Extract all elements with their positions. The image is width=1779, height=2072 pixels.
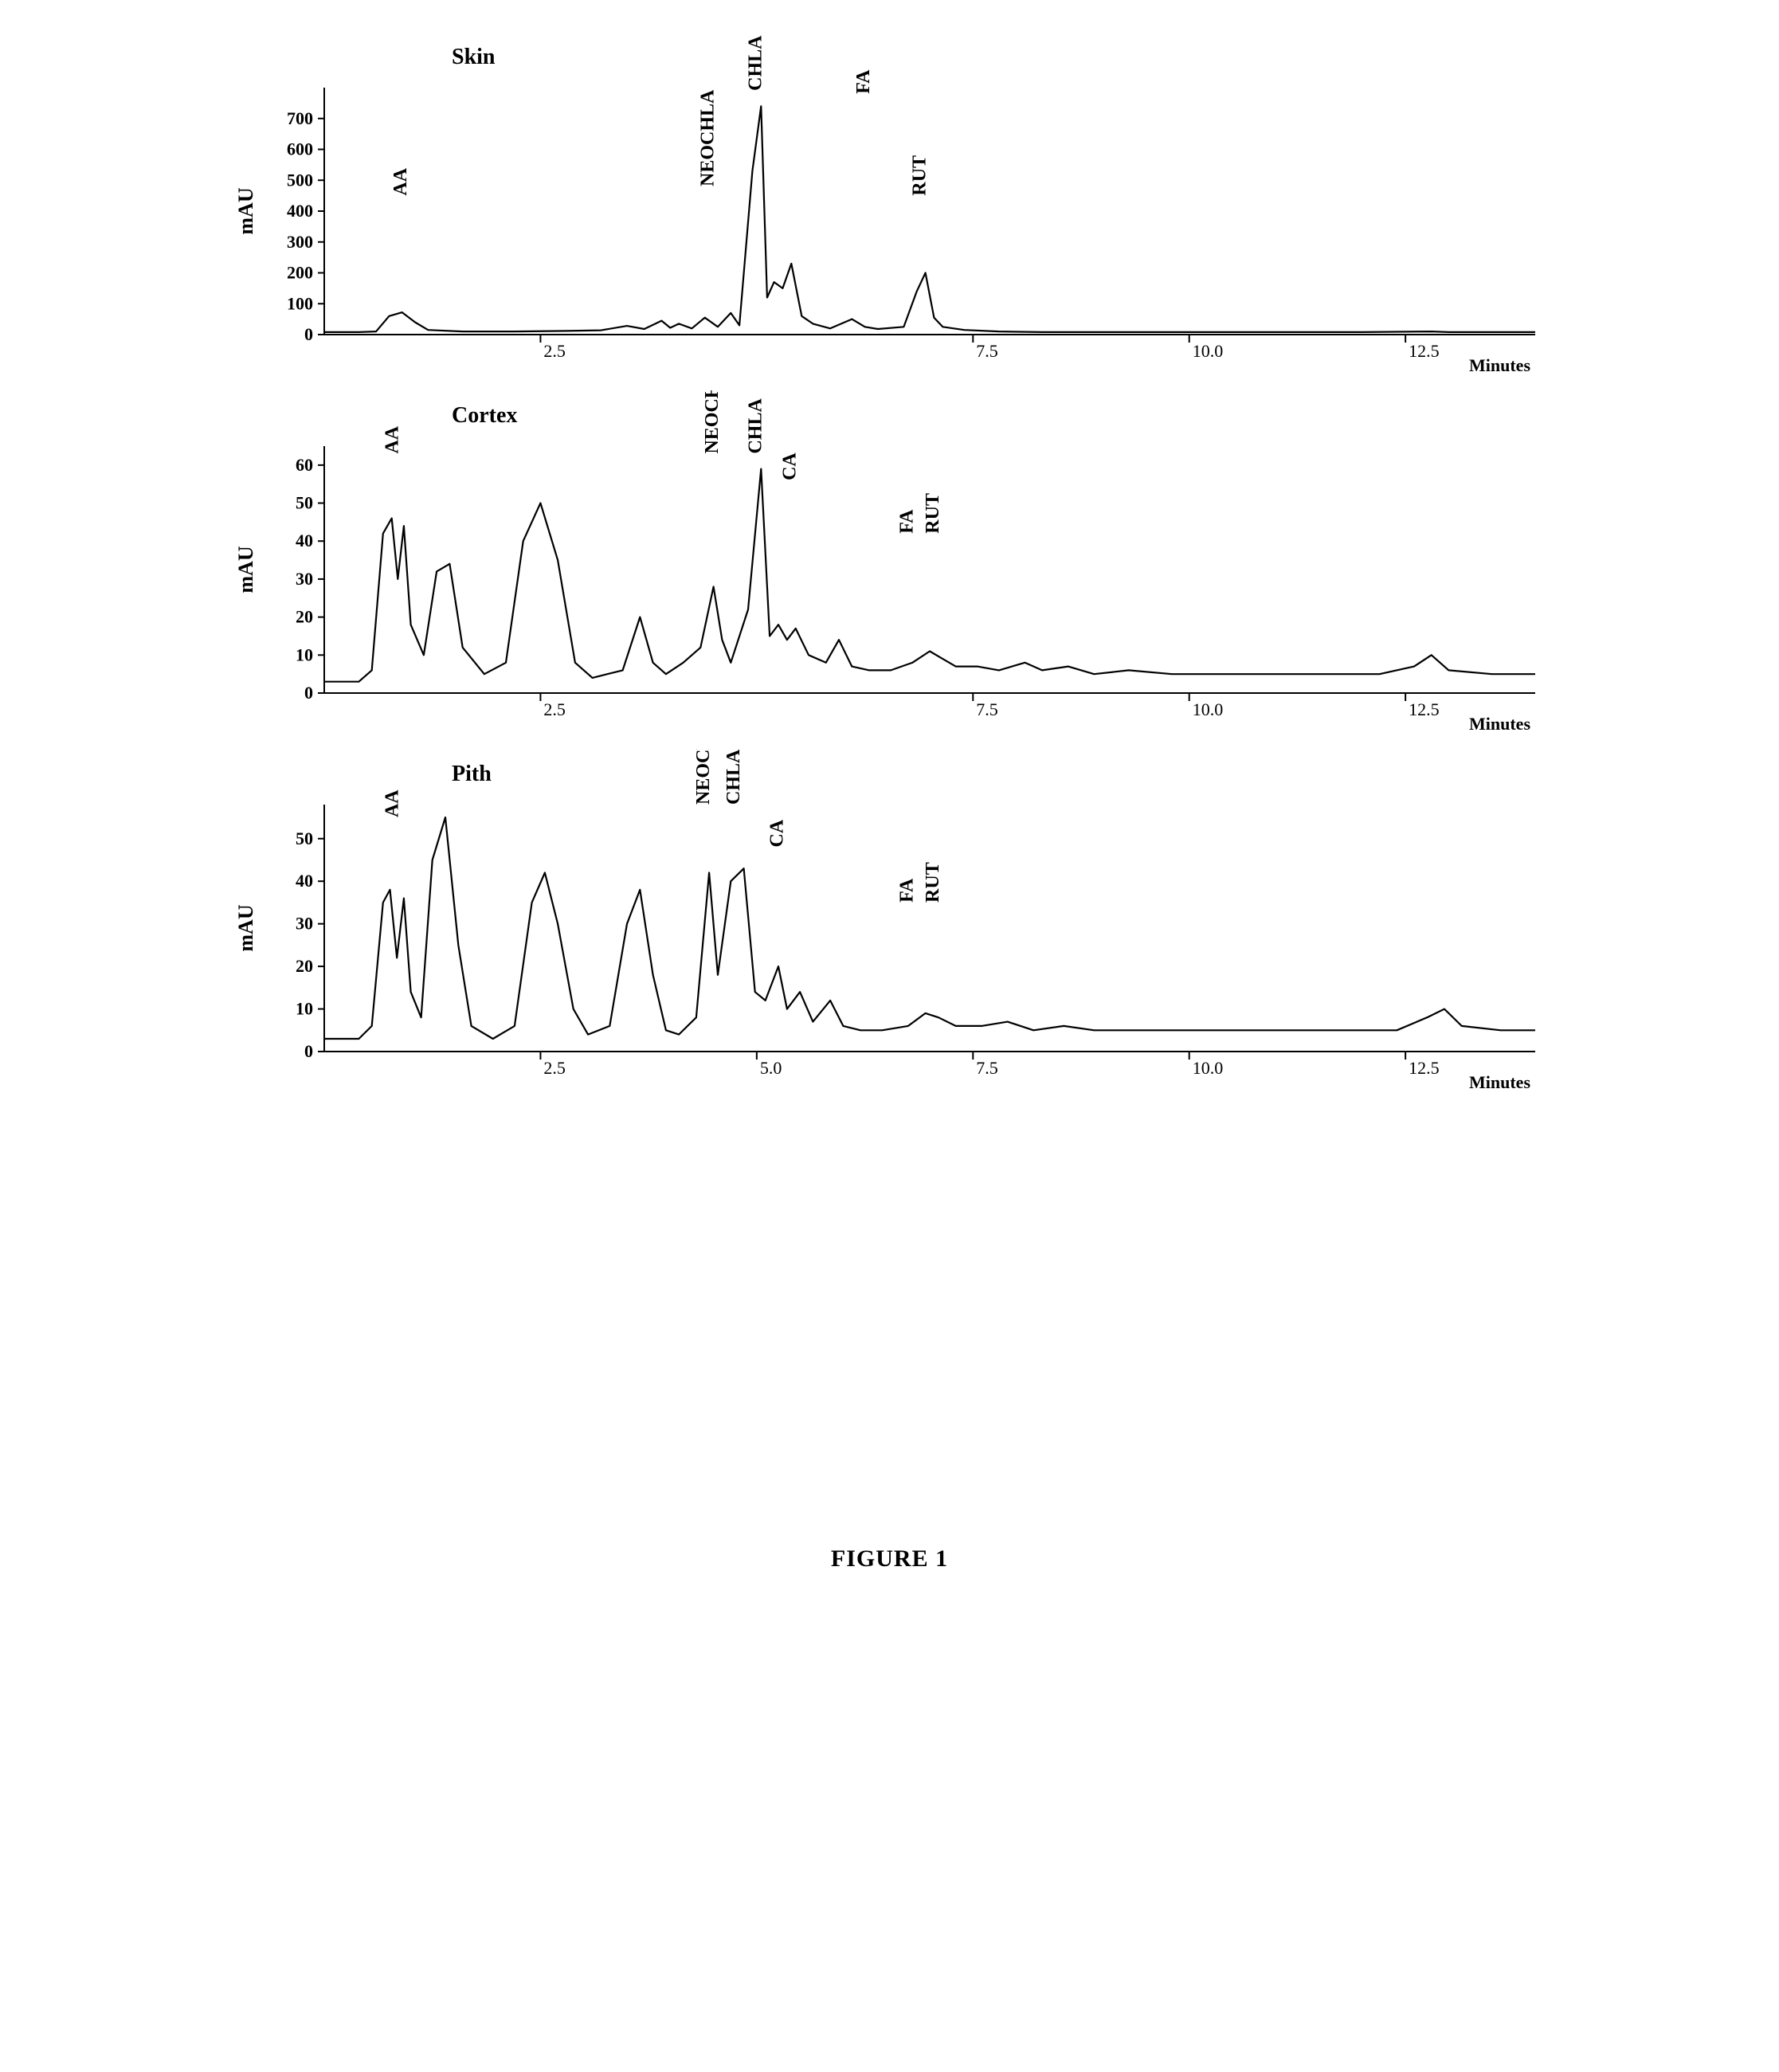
figure-caption: FIGURE 1 — [213, 1545, 1567, 1573]
peak-label: NEOCHLA — [693, 749, 714, 805]
peak-label: RUT — [922, 862, 942, 903]
y-tick-label: 30 — [296, 914, 313, 934]
panel-title: Cortex — [452, 403, 517, 428]
y-tick-label: 30 — [296, 569, 313, 589]
x-tick-label: 7.5 — [976, 341, 998, 361]
figure-container: 01002003004005006007002.57.510.012.5mAUM… — [213, 32, 1567, 1573]
peak-label: AA — [382, 425, 402, 453]
x-tick-label: 5.0 — [759, 1058, 782, 1078]
y-axis-label: mAU — [234, 187, 257, 234]
peak-label: CA — [779, 452, 800, 480]
y-tick-label: 700 — [287, 108, 313, 128]
panel-title: Pith — [452, 762, 492, 786]
x-tick-label: 2.5 — [543, 1058, 566, 1078]
y-tick-label: 500 — [287, 170, 313, 190]
y-tick-label: 400 — [287, 201, 313, 221]
chromatogram-trace — [324, 817, 1535, 1039]
y-tick-label: 20 — [296, 956, 313, 976]
chromatogram-trace — [324, 106, 1535, 332]
x-tick-label: 2.5 — [543, 341, 566, 361]
peak-label: FA — [896, 509, 917, 534]
y-tick-label: 40 — [296, 531, 313, 550]
peak-label: CHLA — [745, 35, 766, 91]
peak-label: NEOCHLA — [697, 89, 718, 186]
chromatogram-panel: 0 100 200 300 400 500 600 700 2.5 7.5 10.0 12.5 mAU M… — [213, 32, 1567, 382]
axis-frame — [324, 446, 1535, 693]
x-axis-label: Minutes — [1469, 355, 1530, 375]
x-tick-label: 7.5 — [976, 1058, 998, 1078]
y-tick-label: 40 — [296, 871, 313, 891]
peak-label: FA — [853, 69, 874, 94]
y-tick-label: 10 — [296, 999, 313, 1019]
y-tick-label: 0 — [304, 1041, 313, 1061]
panel-title: Skin — [452, 45, 496, 69]
peak-label: CA — [766, 819, 787, 847]
y-tick-label: 0 — [304, 683, 313, 703]
y-tick-label: 60 — [296, 455, 313, 475]
x-tick-label: 7.5 — [976, 699, 998, 719]
x-tick-label: 12.5 — [1409, 341, 1440, 361]
y-tick-label: 20 — [296, 607, 313, 627]
chromatogram-svg: 0 10 20 30 40 50 2.5 5.0 7.5 10.0 12.5 mAU Minutes Pi… — [213, 749, 1567, 1099]
peak-label: NEOCHLA — [702, 390, 723, 454]
chromatogram-panel: 0 10 20 30 40 50 60 2.5 7.5 10.0 12.5 mAU Minutes Cor… — [213, 390, 1567, 741]
chromatogram-svg: 0 10 20 30 40 50 60 2.5 7.5 10.0 12.5 mAU Minutes Cor… — [213, 390, 1567, 741]
chromatogram-panels: 01002003004005006007002.57.510.012.5mAUM… — [213, 32, 1567, 1099]
y-tick-label: 50 — [296, 493, 313, 513]
x-tick-label: 12.5 — [1409, 699, 1440, 719]
x-tick-label: 10.0 — [1192, 699, 1223, 719]
y-axis-label: mAU — [234, 904, 257, 951]
peak-label: CHLA — [745, 398, 766, 454]
peak-label: AA — [390, 167, 411, 195]
x-axis-label: Minutes — [1469, 1072, 1530, 1092]
peak-label: RUT — [922, 493, 942, 534]
peak-label: RUT — [909, 155, 930, 196]
y-tick-label: 200 — [287, 263, 313, 283]
y-tick-label: 300 — [287, 232, 313, 252]
x-tick-label: 2.5 — [543, 699, 566, 719]
chromatogram-panel: 0 10 20 30 40 50 2.5 5.0 7.5 10.0 12.5 mAU Minutes Pi… — [213, 749, 1567, 1099]
y-axis-label: mAU — [234, 546, 257, 593]
x-tick-label: 12.5 — [1409, 1058, 1440, 1078]
y-tick-label: 50 — [296, 828, 313, 848]
x-axis-label: Minutes — [1469, 714, 1530, 734]
peak-label: FA — [896, 878, 917, 903]
y-tick-label: 10 — [296, 644, 313, 664]
y-tick-label: 100 — [287, 293, 313, 313]
y-tick-label: 600 — [287, 139, 313, 159]
chromatogram-svg: 0 100 200 300 400 500 600 700 2.5 7.5 10.0 12.5 mAU M… — [213, 32, 1567, 382]
x-tick-label: 10.0 — [1192, 341, 1223, 361]
peak-label: AA — [382, 789, 402, 817]
peak-label: CHLA — [723, 749, 744, 805]
x-tick-label: 10.0 — [1192, 1058, 1223, 1078]
y-tick-label: 0 — [304, 324, 313, 344]
